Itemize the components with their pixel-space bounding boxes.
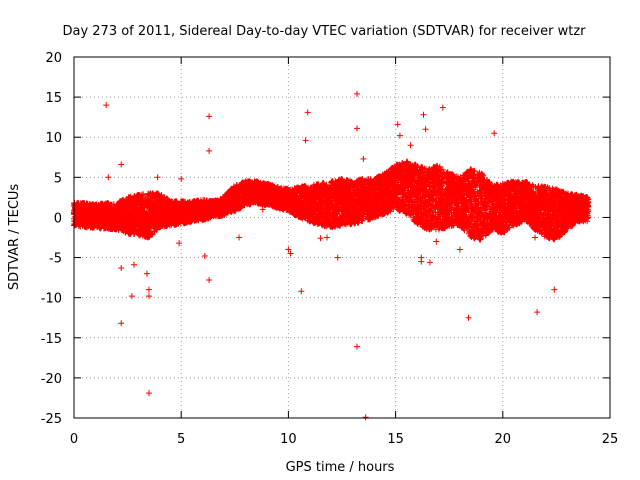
y-tick-labels: -25 -20 -15 -10 -5 0 5 10 15 20 [41, 51, 62, 427]
x-tick-label: 20 [495, 432, 512, 447]
x-tick-label: 15 [387, 432, 404, 447]
x-tick-label: 0 [70, 432, 78, 447]
y-tick-label: -10 [41, 292, 62, 307]
y-tick-label: -20 [41, 372, 62, 387]
axis-ticks [73, 56, 611, 419]
chart-title: Day 273 of 2011, Sidereal Day-to-day VTE… [62, 24, 586, 39]
data-series-sdtvar [71, 90, 592, 421]
x-tick-label: 5 [177, 432, 185, 447]
y-tick-label: 0 [54, 211, 62, 226]
grid-lines [74, 57, 610, 418]
y-tick-label: 15 [45, 91, 62, 106]
x-tick-label: 25 [602, 432, 619, 447]
y-tick-label: -15 [41, 332, 62, 347]
x-tick-labels: 0 5 10 15 20 25 [70, 432, 618, 447]
x-tick-label: 10 [280, 432, 297, 447]
y-tick-label: -5 [49, 252, 62, 267]
y-tick-label: 10 [45, 131, 62, 146]
y-tick-label: 20 [45, 51, 62, 66]
y-tick-label: 5 [54, 171, 62, 186]
y-tick-label: -25 [41, 412, 62, 427]
